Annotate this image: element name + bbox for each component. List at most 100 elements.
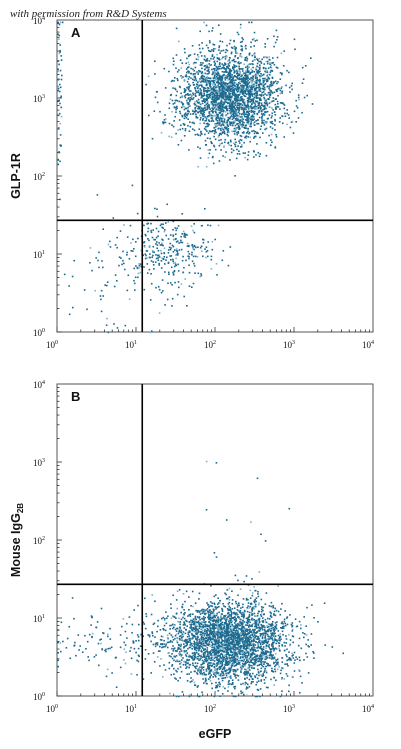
event-dot [269,91,271,94]
event-dot [181,114,183,117]
event-dot [217,620,219,623]
event-dot [264,100,267,102]
event-dot [214,148,217,151]
event-dot [291,82,293,85]
event-dot [202,629,204,632]
event-dot [303,96,306,99]
event-dot [285,84,287,87]
event-dot [272,57,274,59]
event-dot [224,106,227,108]
event-dot [288,684,290,687]
event-dot [172,627,174,630]
event-dot [57,85,59,88]
event-dot [133,267,135,270]
event-dot [137,237,139,240]
event-dot [247,605,249,607]
event-dot [221,105,224,108]
event-dot [213,660,216,662]
event-dot [155,286,157,289]
event-dot [191,98,194,101]
event-dot [291,120,294,123]
event-dot [206,104,209,107]
event-dot [284,115,287,117]
event-dot [241,74,243,77]
event-dot [237,94,240,96]
event-dot [203,90,206,92]
event-dot [220,96,222,99]
event-dot [281,73,283,76]
event-dot [247,672,249,675]
event-dot [239,80,241,83]
event-dot [231,103,233,105]
event-dot [240,645,243,648]
event-dot [216,122,218,125]
event-dot [214,616,216,619]
event-dot [180,629,183,632]
event-dot [244,57,247,59]
event-dot [232,107,234,110]
event-dot [273,111,276,113]
event-dot [235,629,238,631]
event-dot [184,234,187,236]
event-dot [239,70,242,73]
event-dot [177,129,179,131]
event-dot [209,149,211,151]
event-dot [297,94,300,96]
event-dot [242,88,245,91]
event-dot [215,101,217,103]
event-dot [180,235,182,238]
event-dot [258,155,261,158]
event-dot [162,121,164,123]
event-dot [190,625,192,627]
event-dot [245,575,248,577]
event-dot [239,78,242,81]
event-dot [250,107,252,109]
event-dot [255,659,258,662]
event-dot [226,76,229,78]
event-dot [223,67,225,70]
event-dot [176,90,178,93]
event-dot [231,94,234,96]
event-dot [168,273,170,276]
event-dot [185,667,187,669]
event-dot [284,663,286,665]
event-dot [257,74,259,76]
event-dot [237,626,239,629]
event-dot [213,75,216,78]
event-dot [199,246,202,249]
event-dot [157,286,160,288]
event-dot [212,84,214,86]
event-dot [219,643,221,646]
event-dot [235,52,237,54]
event-dot [283,136,285,138]
event-dot [163,230,166,233]
event-dot [253,124,256,126]
event-dot [241,40,243,43]
event-dot [175,617,177,619]
event-dot [59,86,62,89]
event-dot [258,111,260,114]
event-dot [180,106,183,109]
event-dot [183,117,186,120]
event-dot [154,238,156,241]
event-dot [240,45,242,47]
event-dot [188,85,190,88]
event-dot [171,665,173,667]
event-dot [317,621,319,623]
event-dot [189,125,192,128]
event-dot [276,88,278,91]
event-dot [217,672,220,674]
event-dot [199,64,202,66]
event-dot [148,246,151,248]
event-dot [295,121,297,123]
event-dot [177,79,179,82]
event-dot [226,84,228,87]
event-dot [298,670,301,672]
event-dot [245,115,247,118]
event-dot [264,128,266,131]
event-dot [232,617,235,620]
event-dot [188,646,191,649]
event-dot [244,127,246,129]
event-dot [176,240,179,242]
event-dot [161,257,163,259]
